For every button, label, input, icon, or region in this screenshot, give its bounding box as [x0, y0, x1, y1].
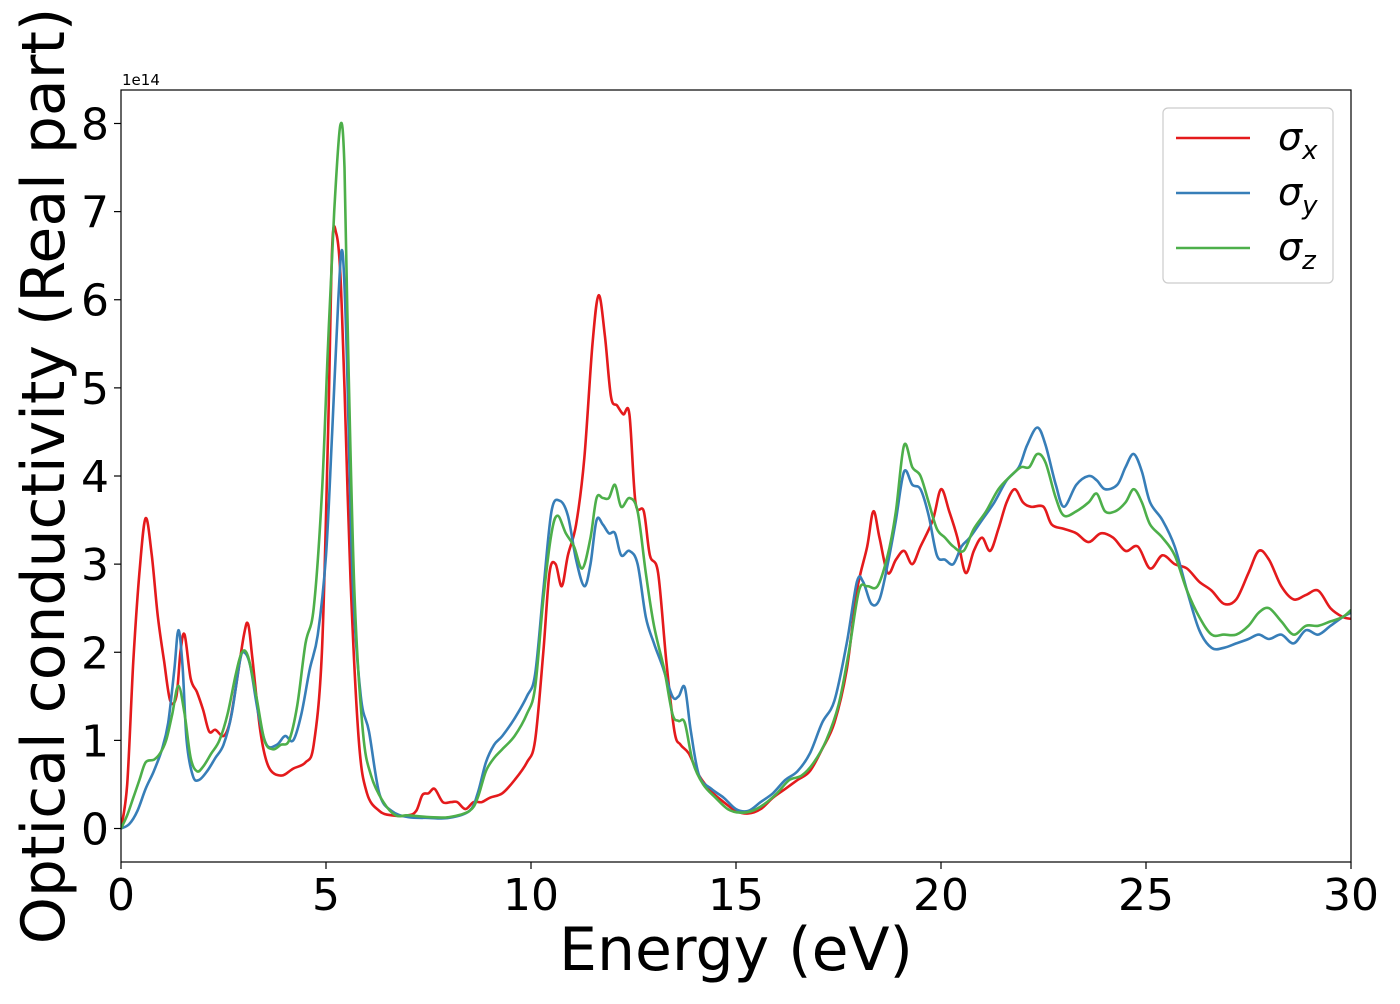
x-axis-ticks: 0 5 10 15 20 25 30: [107, 862, 1379, 921]
y-tick-label: 5: [81, 364, 109, 415]
x-tick-label: 10: [503, 870, 559, 921]
y-tick-label: 3: [81, 540, 109, 591]
y-axis-ticks: 0 1 2 3 4 5 6 7 8: [81, 99, 121, 856]
y-tick-label: 8: [81, 99, 109, 150]
legend-label-z: σz: [1278, 225, 1317, 276]
series-line-y: [121, 248, 1351, 830]
series-line-x: [121, 224, 1351, 829]
x-tick-label: 30: [1323, 870, 1379, 921]
x-tick-label: 0: [107, 870, 135, 921]
x-tick-label: 20: [913, 870, 969, 921]
x-tick-label: 25: [1118, 870, 1174, 921]
y-tick-label: 1: [81, 716, 109, 767]
legend-frame: [1162, 107, 1334, 284]
legend-label-y: σy: [1278, 170, 1318, 221]
y-tick-label: 6: [81, 276, 109, 327]
y-tick-label: 2: [81, 628, 109, 679]
y-axis-offset-label: 1e14: [122, 71, 160, 89]
x-tick-label: 5: [312, 870, 340, 921]
x-axis-label: Energy (eV): [559, 915, 913, 985]
y-tick-label: 4: [81, 452, 109, 503]
legend-label-x: σx: [1278, 115, 1318, 166]
series-line-z: [121, 121, 1351, 830]
y-tick-label: 7: [81, 188, 109, 239]
y-tick-label: 0: [81, 805, 109, 856]
x-tick-label: 15: [708, 870, 764, 921]
y-axis-label: Optical conductivity (Real part): [9, 8, 79, 945]
series-layer: [121, 121, 1351, 830]
